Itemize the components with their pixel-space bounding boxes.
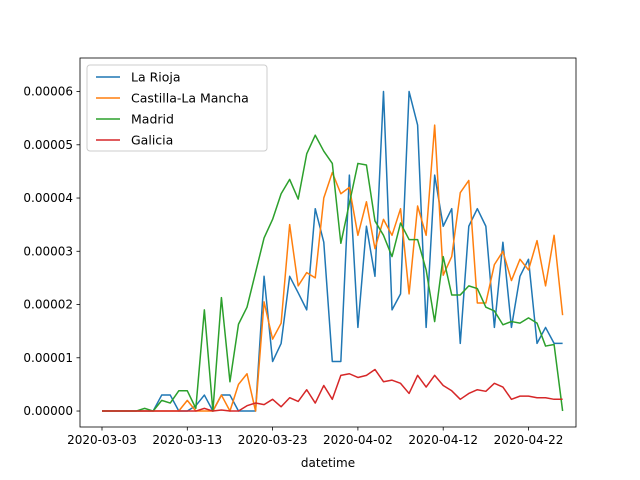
x-tick-label: 2020-04-02 — [323, 433, 393, 447]
plot-frame — [79, 57, 577, 428]
y-tick-label: 0.00002 — [23, 298, 73, 312]
y-tick-label: 0.00000 — [23, 404, 73, 418]
x-axis-title: datetime — [301, 456, 355, 470]
y-tick-label: 0.00001 — [23, 351, 73, 365]
legend-label: La Rioja — [131, 70, 181, 85]
legend-label: Galicia — [131, 133, 173, 148]
y-tick-label: 0.00005 — [23, 138, 73, 152]
x-tick-label: 2020-03-03 — [67, 433, 137, 447]
x-tick-label: 2020-04-22 — [494, 433, 564, 447]
y-tick-label: 0.00003 — [23, 244, 73, 258]
x-axis: 2020-03-03 2020-03-13 2020-03-23 2020-04-02… — [67, 427, 563, 447]
legend-box — [86, 64, 268, 152]
plot-lines — [102, 90, 564, 412]
y-tick-label: 0.00004 — [23, 191, 73, 205]
legend: La Rioja Castilla-La Mancha Madrid Galicia — [86, 64, 268, 152]
y-axis: 0.00000 0.00001 0.00002 0.00003 0.00004 0.000… — [23, 85, 80, 418]
legend-label: Castilla-La Mancha — [131, 91, 249, 106]
legend-label: Madrid — [131, 112, 174, 127]
x-tick-label: 2020-03-13 — [152, 433, 222, 447]
series-line-madrid — [102, 134, 564, 412]
x-tick-label: 2020-03-23 — [238, 433, 308, 447]
series-line-galicia — [102, 368, 563, 412]
x-tick-label: 2020-04-12 — [408, 433, 478, 447]
y-tick-label: 0.00006 — [23, 85, 73, 99]
